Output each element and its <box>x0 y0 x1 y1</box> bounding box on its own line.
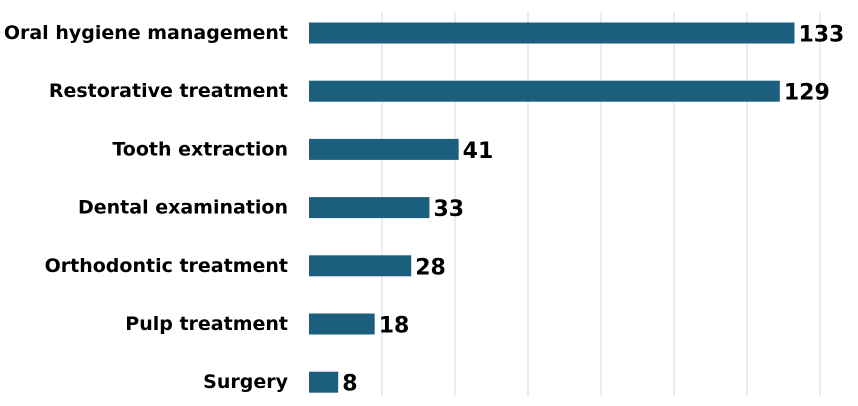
value-label: 133 <box>798 23 844 48</box>
category-label: Orthodontic treatment <box>45 255 288 277</box>
value-label: 8 <box>342 372 357 397</box>
value-label: 28 <box>415 255 446 280</box>
bar-restorative-treatment <box>309 80 780 102</box>
bar-orthodontic-treatment <box>309 255 412 277</box>
category-label: Restorative treatment <box>49 80 288 102</box>
category-label: Tooth extraction <box>112 138 288 160</box>
value-label: 41 <box>463 139 494 164</box>
bar-surgery <box>309 371 339 393</box>
grid-lines <box>381 12 821 396</box>
category-label: Surgery <box>203 371 288 393</box>
value-label: 33 <box>433 197 464 222</box>
category-label: Oral hygiene management <box>4 22 288 44</box>
bar-oral-hygiene-management <box>309 22 795 44</box>
bars <box>309 22 795 393</box>
category-label: Pulp treatment <box>125 313 288 335</box>
bar-pulp-treatment <box>309 313 375 335</box>
category-label: Dental examination <box>78 197 288 219</box>
value-label: 129 <box>784 81 830 106</box>
value-label: 18 <box>379 314 410 339</box>
bar-tooth-extraction <box>309 138 459 160</box>
labels: Oral hygiene management 133 Restorative tr… <box>4 22 845 397</box>
bar-dental-examination <box>309 197 430 219</box>
